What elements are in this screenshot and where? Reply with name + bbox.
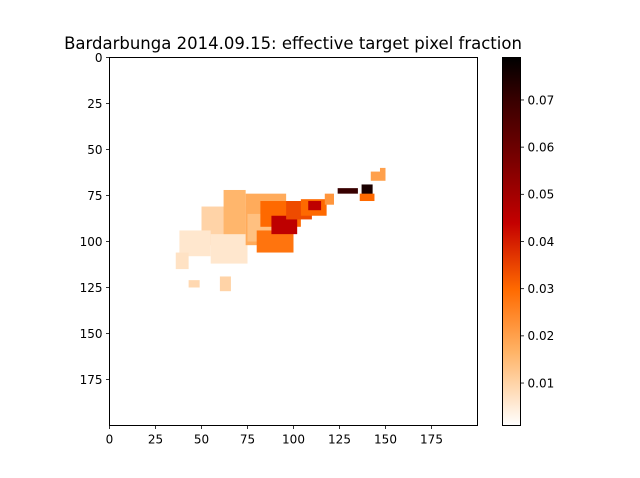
colorbar-tick-label: 0.02 [528,329,555,343]
x-tick-label: 175 [420,433,443,447]
y-tick-label: 175 [80,373,103,387]
colorbar-tick-label: 0.05 [528,188,555,202]
y-tick-label: 125 [80,281,103,295]
heatmap-region-5 [188,280,200,288]
heatmap-region-19 [370,171,386,181]
heatmap-region-14 [308,201,322,211]
heatmap-region-11 [271,215,298,235]
y-axis: 0 25 50 75 100 125 150 175 [80,51,110,387]
x-tick-label: 0 [106,433,114,447]
x-tick-label: 25 [148,433,163,447]
heatmap-region-1 [179,230,211,257]
x-tick-label: 75 [240,433,255,447]
heatmap-cells [175,167,386,292]
colorbar-axis: 0.01 0.02 0.03 0.04 0.05 0.06 0.07 [520,93,555,390]
heatmap-region-18 [359,193,375,202]
x-tick-label: 100 [282,433,305,447]
colorbar-tick-label: 0.01 [528,376,555,390]
chart-title: Bardarbunga 2014.09.15: effective target… [64,34,522,53]
y-tick-label: 25 [87,97,102,111]
colorbar [502,57,521,426]
colorbar-tick-label: 0.04 [528,235,555,249]
heatmap-region-16 [337,188,358,194]
y-tick-label: 150 [80,327,103,341]
heatmap-region-4 [219,276,231,292]
heatmap-region-20 [379,167,386,176]
heatmap-region-6 [223,189,246,235]
y-tick-label: 0 [95,51,103,65]
x-axis: 0 25 50 75 100 125 150 175 [106,425,443,447]
x-tick-label: 125 [328,433,351,447]
y-tick-label: 50 [87,143,102,157]
x-tick-label: 50 [194,433,209,447]
heatmap-region-17 [361,184,373,198]
heatmap-region-3 [175,252,189,270]
colorbar-tick-label: 0.06 [528,140,555,154]
y-tick-label: 100 [80,235,103,249]
heatmap-region-2 [210,234,248,264]
colorbar-tick-label: 0.03 [528,282,555,296]
heatmap-region-10 [256,230,294,253]
y-tick-label: 75 [87,189,102,203]
x-tick-label: 150 [374,433,397,447]
heatmap-region-15 [324,193,334,205]
colorbar-tick-label: 0.07 [528,93,555,107]
